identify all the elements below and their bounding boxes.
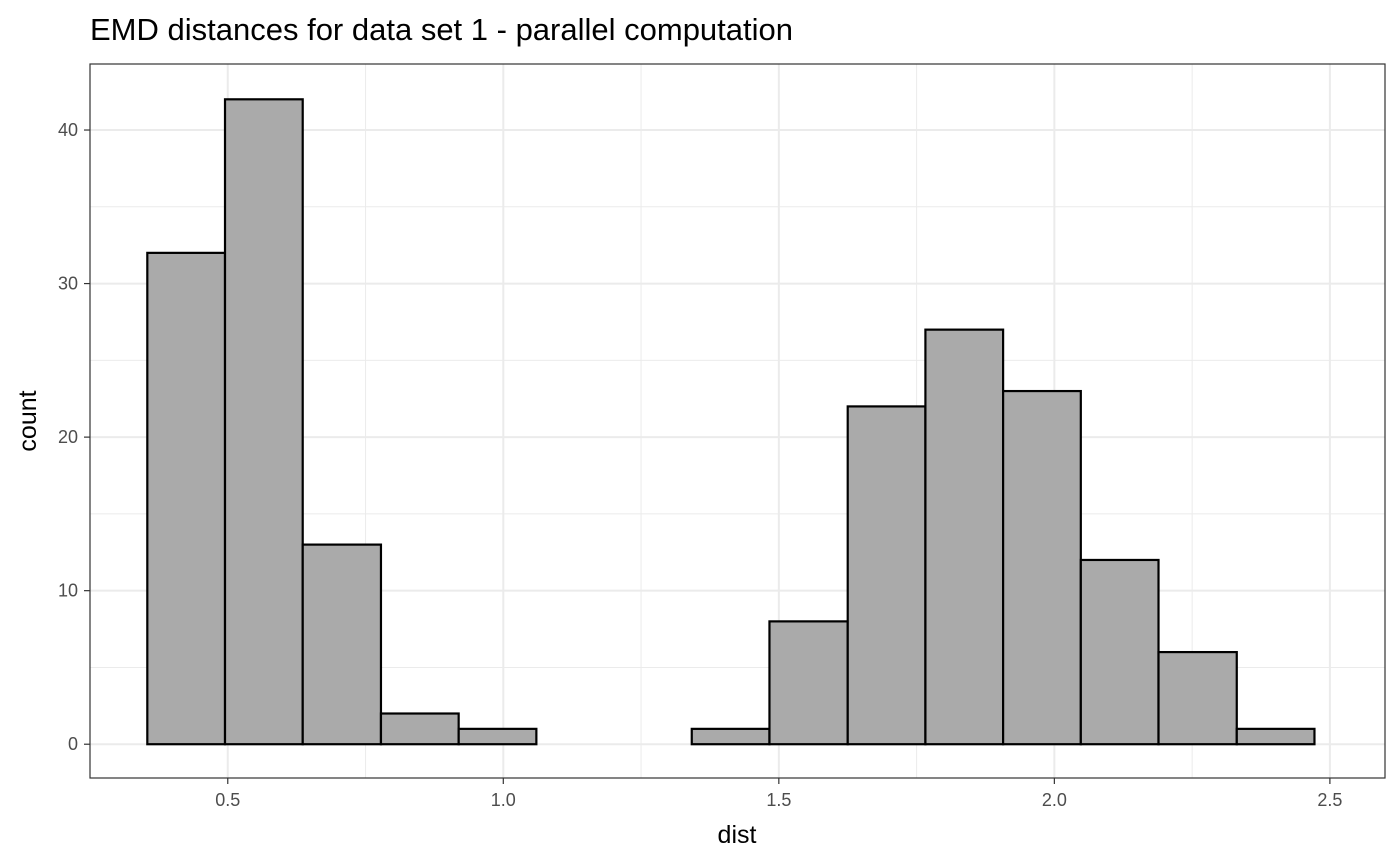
histogram-bar [1079, 558, 1160, 746]
chart-title: EMD distances for data set 1 - parallel … [90, 12, 793, 47]
histogram-bar [379, 712, 460, 746]
y-axis-title: count [14, 390, 42, 451]
histogram-bar [1235, 727, 1316, 746]
histogram-bar [690, 727, 771, 746]
histogram-bars [146, 98, 1316, 746]
histogram-bar [1157, 650, 1238, 746]
histogram-bar [846, 405, 927, 746]
x-tick-label: 2.0 [1042, 790, 1067, 810]
y-tick-label: 30 [58, 274, 78, 294]
y-tick-label: 40 [58, 120, 78, 140]
x-tick-label: 1.5 [766, 790, 791, 810]
x-tick-label: 0.5 [215, 790, 240, 810]
y-axis: 0 10 20 30 40 [58, 120, 90, 754]
x-axis-title: dist [718, 821, 757, 849]
y-tick-label: 0 [68, 734, 78, 754]
x-tick-label: 1.0 [491, 790, 516, 810]
histogram-bar [146, 251, 227, 746]
histogram-bar [924, 328, 1005, 746]
panel-border [89, 63, 1386, 779]
y-tick-label: 10 [58, 581, 78, 601]
histogram-bar [223, 98, 304, 746]
x-tick-label: 2.5 [1317, 790, 1342, 810]
histogram-bar [1002, 389, 1082, 746]
x-axis: 0.5 1.0 1.5 2.0 2.5 [215, 778, 1342, 810]
histogram-bar [768, 620, 849, 746]
y-tick-label: 20 [58, 427, 78, 447]
histogram-bar [301, 543, 383, 746]
histogram-bar [457, 727, 538, 746]
